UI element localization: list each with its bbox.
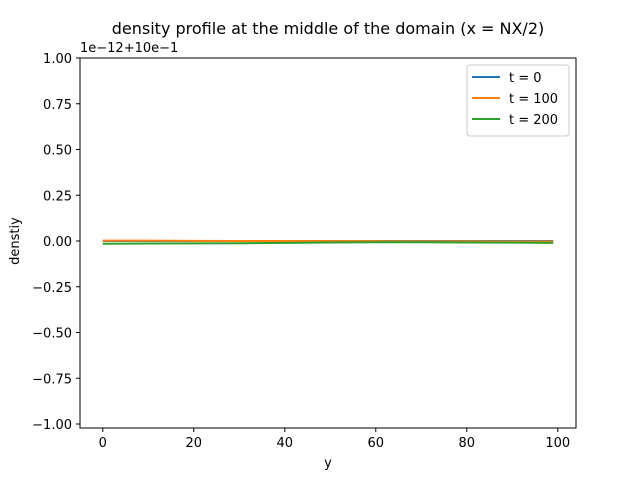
x-tick-label: 20 bbox=[185, 436, 202, 451]
y-tick-label: −0.75 bbox=[32, 372, 72, 387]
y-axis-label: denstiy bbox=[8, 217, 23, 265]
x-tick-label: 40 bbox=[276, 436, 293, 451]
series-line bbox=[102, 241, 554, 245]
plot-frame bbox=[79, 57, 577, 429]
y-tick-label: 0.50 bbox=[43, 144, 72, 159]
series-lines bbox=[102, 239, 554, 245]
legend-label: t = 0 bbox=[509, 71, 542, 86]
y-tick-label: −0.50 bbox=[32, 327, 72, 342]
legend-label: t = 200 bbox=[509, 113, 558, 128]
y-tick-label: 1.00 bbox=[43, 52, 72, 67]
legend: t = 0 t = 100 t = 200 bbox=[466, 64, 570, 137]
y-offset-text: 1e−12+10e−1 bbox=[80, 41, 178, 56]
series-line bbox=[102, 239, 554, 243]
x-axis-label: y bbox=[324, 456, 332, 471]
chart-title: density profile at the middle of the dom… bbox=[112, 19, 545, 38]
y-tick-label: −1.00 bbox=[32, 418, 72, 433]
x-tick-label: 0 bbox=[99, 436, 107, 451]
legend-label: t = 100 bbox=[509, 92, 558, 107]
y-tick-label: 0.75 bbox=[43, 98, 72, 113]
x-tick-label: 60 bbox=[368, 436, 385, 451]
y-tick-label: 0.00 bbox=[43, 235, 72, 250]
y-tick-label: 0.25 bbox=[43, 189, 72, 204]
x-tick-label: 100 bbox=[545, 436, 570, 451]
x-tick-label: 80 bbox=[459, 436, 476, 451]
y-tick-label: −0.25 bbox=[32, 281, 72, 296]
axis-ticks: 0 20 40 60 80 100 1.00 0.75 0.50 0.25 0.00 −0.25 −0.… bbox=[32, 52, 570, 451]
